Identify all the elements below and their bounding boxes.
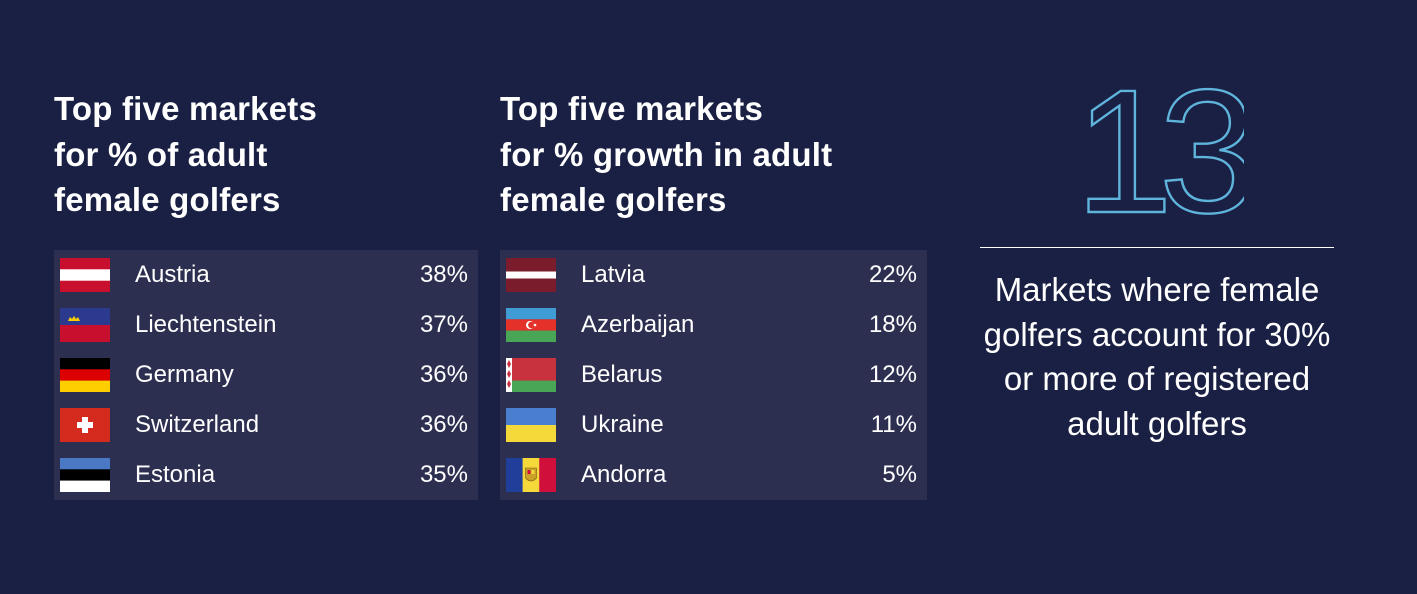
table-row: Ukraine 11% — [500, 400, 927, 450]
table-row: Liechtenstein 37% — [54, 300, 478, 350]
heading-line: female golfers — [54, 181, 281, 218]
table-row: Austria 38% — [54, 250, 478, 300]
table-row: Estonia 35% — [54, 450, 478, 500]
country-name: Latvia — [581, 261, 646, 288]
azerbaijan-flag-icon — [506, 308, 556, 342]
ukraine-flag-icon — [506, 408, 556, 442]
country-name: Ukraine — [581, 411, 664, 438]
percent-value: 22% — [868, 261, 917, 288]
country-name: Austria — [135, 261, 210, 288]
percent-value: 12% — [868, 361, 917, 388]
caption-line: Markets where female — [994, 271, 1320, 308]
table-row: Latvia 22% — [500, 250, 927, 300]
table-row: Belarus 12% — [500, 350, 927, 400]
country-name: Estonia — [135, 461, 216, 488]
andorra-flag-icon — [506, 458, 556, 492]
divider — [980, 247, 1334, 248]
heading-line: Top five markets — [500, 90, 764, 127]
germany-flag-icon — [60, 358, 110, 392]
table-row: Germany 36% — [54, 350, 478, 400]
middle-heading: Top five markets for % growth in adult f… — [500, 86, 832, 223]
caption-line: adult golfers — [1067, 404, 1247, 442]
percent-value: 18% — [868, 311, 917, 338]
middle-table: Latvia 22% Azerbaijan 18% Belarus 12% Uk… — [500, 250, 927, 500]
percent-value: 36% — [419, 411, 468, 438]
caption-line: or more of registered — [1003, 360, 1311, 397]
estonia-flag-icon — [60, 458, 110, 492]
belarus-flag-icon — [506, 358, 556, 392]
percent-value: 5% — [882, 461, 917, 488]
country-name: Liechtenstein — [135, 311, 277, 338]
percent-value: 11% — [870, 411, 917, 438]
caption: Markets where female golfers account for… — [960, 268, 1354, 446]
switzerland-flag-icon — [60, 408, 110, 442]
percent-value: 38% — [419, 261, 468, 288]
heading-line: for % growth in adult — [500, 135, 833, 173]
heading-line: for % of adult — [54, 135, 268, 173]
table-row: Azerbaijan 18% — [500, 300, 927, 350]
liechtenstein-flag-icon — [60, 308, 110, 342]
big-number: 13 — [1074, 80, 1244, 220]
table-row: Switzerland 36% — [54, 400, 478, 450]
heading-line: female golfers — [500, 181, 727, 218]
table-row: Andorra 5% — [500, 450, 927, 500]
big-number-text: 13 — [1075, 80, 1244, 220]
country-name: Belarus — [581, 361, 663, 388]
country-name: Andorra — [581, 461, 667, 488]
left-table: Austria 38% Liechtenstein 37% Germany 36… — [54, 250, 478, 500]
heading-line: Top five markets — [54, 90, 318, 127]
percent-value: 37% — [419, 311, 468, 338]
austria-flag-icon — [60, 258, 110, 292]
percent-value: 35% — [419, 461, 468, 488]
latvia-flag-icon — [506, 258, 556, 292]
country-name: Switzerland — [135, 411, 260, 438]
percent-value: 36% — [419, 361, 468, 388]
country-name: Germany — [135, 361, 234, 388]
caption-line: golfers account for 30% — [983, 315, 1331, 353]
country-name: Azerbaijan — [581, 311, 695, 338]
left-heading: Top five markets for % of adult female g… — [54, 86, 317, 223]
